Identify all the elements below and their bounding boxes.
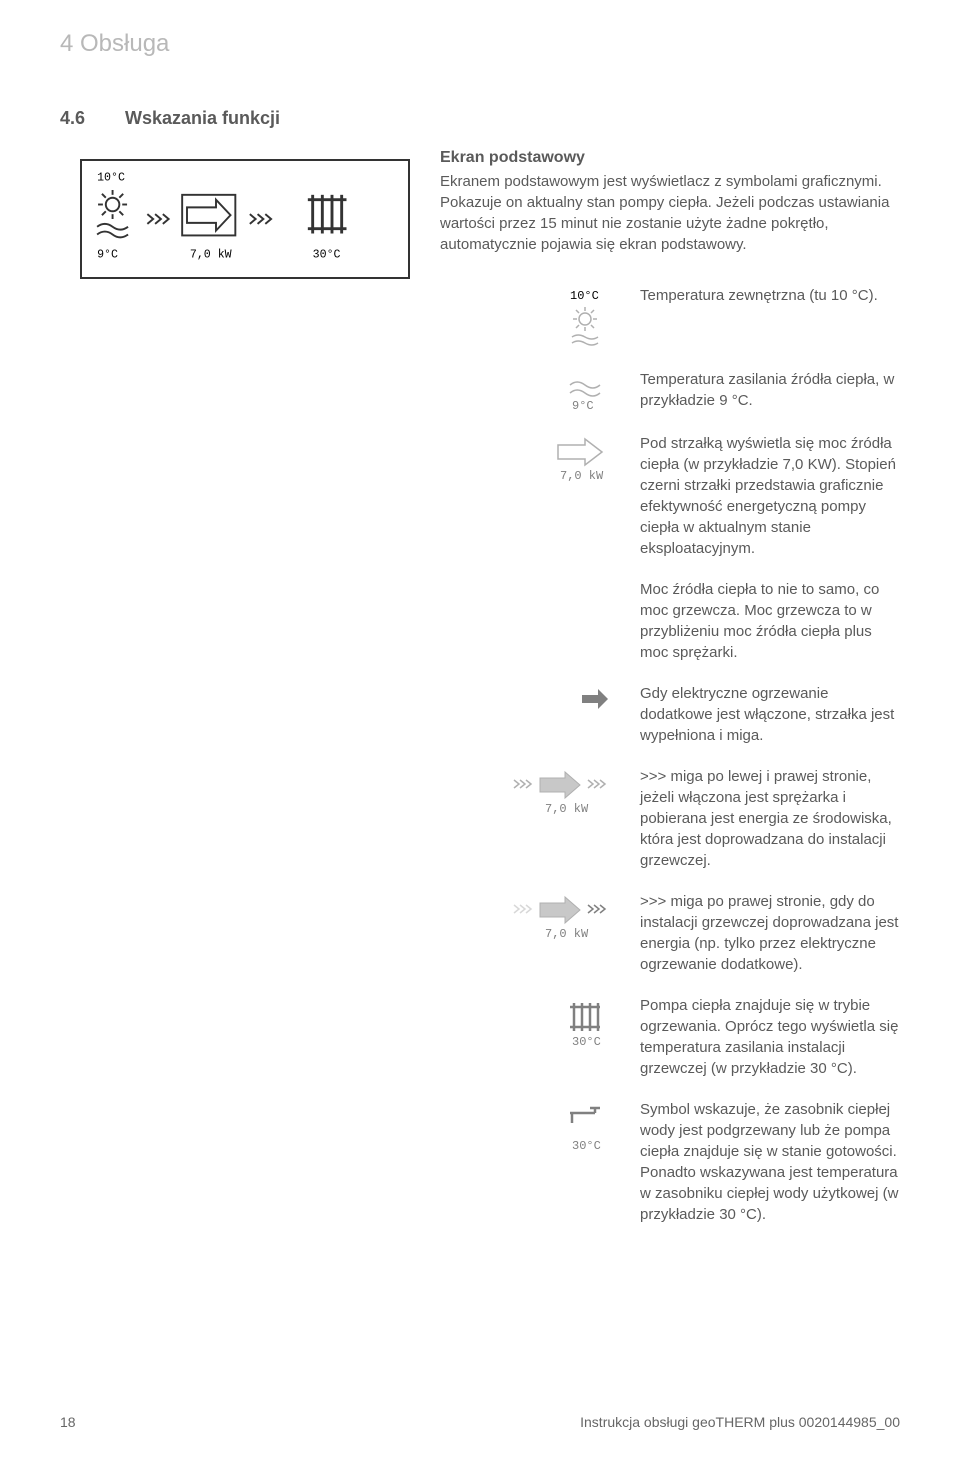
- power-arrow-icon: [182, 195, 235, 236]
- row-text: Symbol wskazuje, że zasobnik ciepłej wod…: [640, 1099, 900, 1225]
- svg-text:7,0 kW: 7,0 kW: [560, 469, 604, 483]
- flow-temp-label: 30°C: [313, 249, 341, 262]
- basic-screen-diagram: 10°C 9°C: [80, 159, 410, 279]
- source-temp-label: 9°C: [97, 249, 118, 262]
- row-text: Gdy elektryczne ogrzewanie dodatkowe jes…: [640, 683, 900, 746]
- arrow-right-chevrons-icon: 7,0 kW: [510, 895, 610, 941]
- radiator-icon: [308, 195, 347, 234]
- svg-text:7,0 kW: 7,0 kW: [545, 802, 589, 816]
- icon-description-table: 10°C Temperatura zewnętrzna (tu 10 °C).: [440, 285, 900, 1225]
- outside-temp-label: 10°C: [97, 171, 125, 184]
- main-content-row: 10°C 9°C: [60, 149, 900, 1245]
- icon-row: 7,0 kW >>> miga po prawej stronie, gdy d…: [440, 891, 900, 975]
- section-heading: 4.6 Wskazania funkcji: [60, 108, 900, 129]
- chapter-header: 4 Obsługa: [60, 30, 900, 58]
- row-text: >>> miga po lewej i prawej stronie, jeże…: [640, 766, 900, 871]
- icon-row: 7,0 kW Pod strzałką wyświetla się moc źr…: [440, 433, 900, 559]
- icon-row: 7,0 kW >>> miga po lewej i prawej stroni…: [440, 766, 900, 871]
- row-text: Temperatura zasilania źródła ciepła, w p…: [640, 369, 900, 411]
- icon-row: Gdy elektryczne ogrzewanie dodatkowe jes…: [440, 683, 900, 746]
- svg-text:30°C: 30°C: [572, 1035, 601, 1049]
- sun-small-icon: 10°C: [560, 289, 610, 349]
- svg-text:30°C: 30°C: [572, 1139, 601, 1153]
- doc-id: Instrukcja obsługi geoTHERM plus 0020144…: [580, 1414, 900, 1430]
- intro-paragraph: Ekranem podstawowym jest wyświetlacz z s…: [440, 171, 900, 255]
- page-number: 18: [60, 1414, 76, 1430]
- row-text: Moc źródła ciepła to nie to samo, co moc…: [640, 579, 900, 663]
- icon-row: 9°C Temperatura zasilania źródła ciepła,…: [440, 369, 900, 413]
- radiator-small-icon: 30°C: [560, 999, 610, 1049]
- page-footer: 18 Instrukcja obsługi geoTHERM plus 0020…: [60, 1414, 900, 1430]
- icon-row: 30°C Pompa ciepła znajduje się w trybie …: [440, 995, 900, 1079]
- arrow-outline-icon: 7,0 kW: [550, 437, 610, 483]
- power-label: 7,0 kW: [190, 249, 232, 262]
- basic-screen-title: Ekran podstawowy: [440, 149, 900, 167]
- icon-row: 30°C Symbol wskazuje, że zasobnik ciepłe…: [440, 1099, 900, 1225]
- icon-row: Moc źródła ciepła to nie to samo, co moc…: [440, 579, 900, 663]
- svg-text:9°C: 9°C: [572, 399, 594, 413]
- row-text: Pompa ciepła znajduje się w trybie ogrze…: [640, 995, 900, 1079]
- arrow-both-chevrons-icon: 7,0 kW: [510, 770, 610, 816]
- description-column: Ekran podstawowy Ekranem podstawowym jes…: [410, 149, 900, 1245]
- tap-icon: 30°C: [560, 1103, 610, 1155]
- icon-row: 10°C Temperatura zewnętrzna (tu 10 °C).: [440, 285, 900, 349]
- svg-text:7,0 kW: 7,0 kW: [545, 927, 589, 941]
- diagram-column: 10°C 9°C: [60, 149, 410, 279]
- section-number: 4.6: [60, 108, 125, 129]
- row-text: Temperatura zewnętrzna (tu 10 °C).: [640, 285, 900, 306]
- row-text: Pod strzałką wyświetla się moc źródła ci…: [640, 433, 900, 559]
- wave-small-icon: 9°C: [560, 373, 610, 413]
- arrow-filled-icon: [580, 687, 610, 717]
- source-sun-icon: [97, 190, 128, 237]
- row-text: >>> miga po prawej stronie, gdy do insta…: [640, 891, 900, 975]
- section-title: Wskazania funkcji: [125, 108, 280, 129]
- chevrons-right-icon: [250, 214, 271, 224]
- svg-text:10°C: 10°C: [570, 289, 599, 303]
- chevrons-left-icon: [147, 214, 168, 224]
